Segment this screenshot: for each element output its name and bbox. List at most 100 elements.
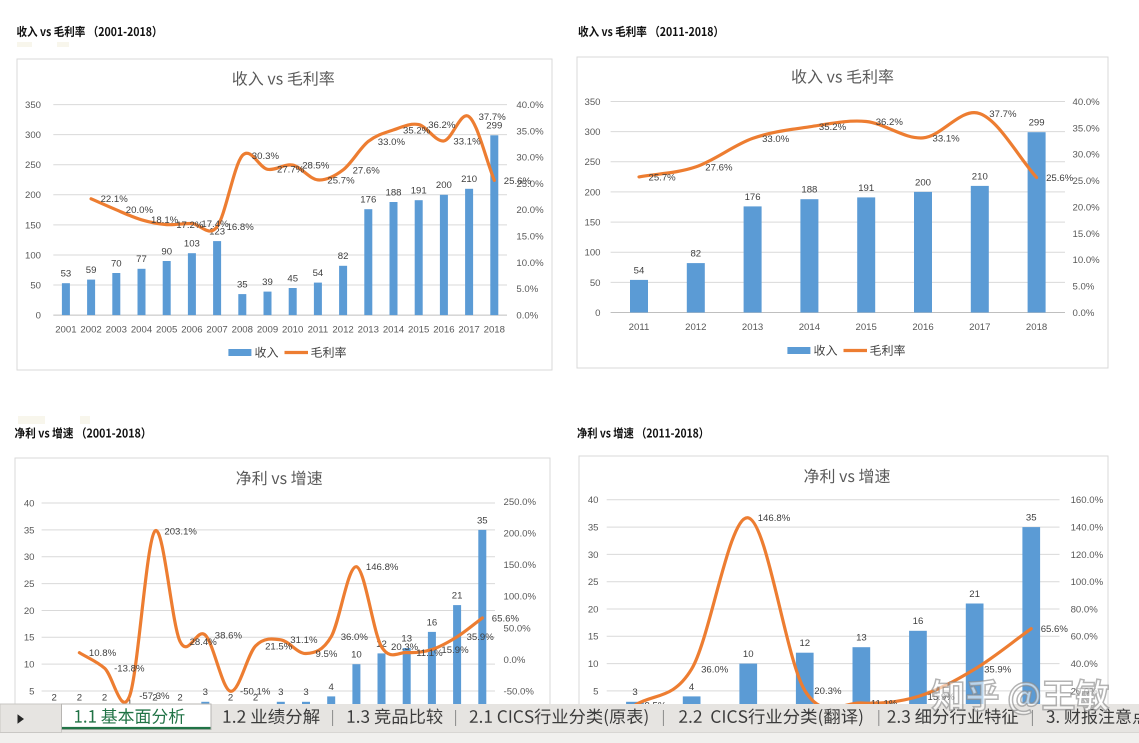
svg-text:10.0%: 10.0% — [1073, 255, 1101, 266]
svg-text:28.4%: 28.4% — [190, 637, 218, 648]
svg-text:210: 210 — [461, 174, 477, 185]
svg-text:2007: 2007 — [206, 325, 227, 336]
svg-text:33.0%: 33.0% — [762, 134, 790, 145]
svg-text:35: 35 — [588, 523, 599, 534]
svg-text:2014: 2014 — [383, 325, 405, 336]
svg-text:25.6%: 25.6% — [504, 176, 532, 187]
svg-text:2017: 2017 — [969, 322, 990, 333]
svg-text:2012: 2012 — [685, 322, 706, 333]
svg-text:2010: 2010 — [282, 325, 303, 336]
svg-text:15: 15 — [588, 632, 599, 643]
svg-text:2013: 2013 — [358, 325, 379, 336]
svg-text:16.8%: 16.8% — [227, 222, 255, 233]
svg-text:70: 70 — [111, 258, 122, 269]
svg-text:45: 45 — [287, 273, 298, 284]
svg-text:30: 30 — [24, 552, 35, 563]
svg-text:27.6%: 27.6% — [705, 162, 733, 173]
svg-text:2: 2 — [52, 693, 57, 704]
svg-text:36.2%: 36.2% — [428, 120, 456, 131]
svg-text:33.1%: 33.1% — [933, 133, 961, 144]
svg-text:36.0%: 36.0% — [701, 665, 729, 676]
svg-text:146.8%: 146.8% — [366, 562, 399, 573]
svg-text:100: 100 — [584, 248, 600, 259]
svg-text:200: 200 — [915, 177, 931, 188]
svg-text:2: 2 — [177, 693, 182, 704]
svg-text:11.1%: 11.1% — [416, 648, 443, 659]
svg-text:16: 16 — [913, 616, 924, 627]
svg-text:20.0%: 20.0% — [516, 205, 544, 216]
svg-text:2: 2 — [228, 693, 233, 704]
svg-text:25.0%: 25.0% — [516, 179, 544, 190]
svg-text:2017: 2017 — [458, 325, 479, 336]
svg-text:18.1%: 18.1% — [151, 215, 179, 226]
svg-text:2015: 2015 — [856, 322, 877, 333]
svg-text:35: 35 — [1026, 513, 1037, 524]
svg-text:17.2%: 17.2% — [176, 220, 204, 231]
svg-text:200: 200 — [25, 190, 41, 201]
svg-text:2018: 2018 — [1026, 322, 1047, 333]
svg-text:200.0%: 200.0% — [504, 529, 537, 540]
svg-text:2: 2 — [77, 693, 82, 704]
svg-text:150.0%: 150.0% — [504, 560, 537, 571]
svg-text:2006: 2006 — [181, 325, 202, 336]
svg-text:25.7%: 25.7% — [327, 175, 355, 186]
svg-text:16: 16 — [427, 617, 438, 628]
svg-text:54: 54 — [634, 265, 645, 276]
svg-text:4: 4 — [689, 682, 695, 693]
svg-text:100.0%: 100.0% — [1071, 577, 1104, 588]
svg-text:15.0%: 15.0% — [516, 232, 544, 243]
svg-text:28.5%: 28.5% — [302, 161, 330, 172]
svg-text:2015: 2015 — [408, 325, 429, 336]
svg-text:2004: 2004 — [131, 325, 153, 336]
svg-text:35: 35 — [477, 515, 488, 526]
svg-text:11.1%: 11.1% — [871, 698, 898, 709]
svg-text:90: 90 — [161, 246, 172, 257]
svg-text:2005: 2005 — [156, 325, 177, 336]
svg-text:40: 40 — [588, 495, 599, 506]
svg-text:13: 13 — [401, 634, 412, 645]
svg-text:30.3%: 30.3% — [252, 151, 280, 162]
svg-text:33.1%: 33.1% — [453, 136, 481, 147]
svg-text:188: 188 — [801, 185, 817, 196]
svg-text:-13.8%: -13.8% — [114, 664, 145, 675]
svg-text:200: 200 — [436, 180, 452, 191]
svg-text:40.0%: 40.0% — [1071, 659, 1099, 670]
svg-text:21: 21 — [452, 591, 463, 602]
svg-text:35.9%: 35.9% — [984, 665, 1012, 676]
svg-text:2018: 2018 — [484, 325, 505, 336]
svg-text:59: 59 — [86, 265, 97, 276]
svg-text:38.6%: 38.6% — [215, 631, 243, 642]
svg-text:65.6%: 65.6% — [1041, 624, 1069, 635]
svg-text:53: 53 — [61, 269, 72, 280]
svg-text:100.0%: 100.0% — [504, 592, 537, 603]
svg-text:5.0%: 5.0% — [1073, 282, 1095, 293]
svg-text:160.0%: 160.0% — [1071, 495, 1104, 506]
svg-text:25.7%: 25.7% — [649, 172, 677, 183]
svg-text:65.6%: 65.6% — [492, 613, 520, 624]
svg-text:203.1%: 203.1% — [164, 527, 197, 538]
svg-text:20.3%: 20.3% — [814, 686, 842, 697]
svg-text:50: 50 — [590, 278, 601, 289]
svg-text:300: 300 — [25, 130, 41, 141]
svg-text:10: 10 — [24, 660, 35, 671]
svg-text:36.2%: 36.2% — [876, 117, 904, 128]
svg-text:31.1%: 31.1% — [290, 635, 318, 646]
svg-text:10.0%: 10.0% — [516, 258, 544, 269]
svg-text:15.9%: 15.9% — [441, 645, 469, 656]
svg-text:2014: 2014 — [799, 322, 821, 333]
svg-text:2003: 2003 — [106, 325, 127, 336]
svg-text:3: 3 — [632, 687, 637, 698]
svg-text:2: 2 — [102, 693, 107, 704]
svg-text:25.0%: 25.0% — [1073, 176, 1101, 187]
svg-text:100: 100 — [25, 250, 41, 261]
svg-text:-50.1%: -50.1% — [240, 687, 271, 698]
svg-text:3: 3 — [303, 687, 308, 698]
svg-text:3: 3 — [278, 687, 283, 698]
svg-text:-57.3%: -57.3% — [139, 691, 170, 702]
svg-text:300: 300 — [584, 127, 600, 138]
svg-text:35.0%: 35.0% — [516, 126, 544, 137]
svg-text:10: 10 — [351, 650, 362, 661]
svg-text:33.0%: 33.0% — [378, 137, 406, 148]
svg-text:140.0%: 140.0% — [1071, 523, 1104, 534]
svg-text:2009: 2009 — [257, 325, 278, 336]
